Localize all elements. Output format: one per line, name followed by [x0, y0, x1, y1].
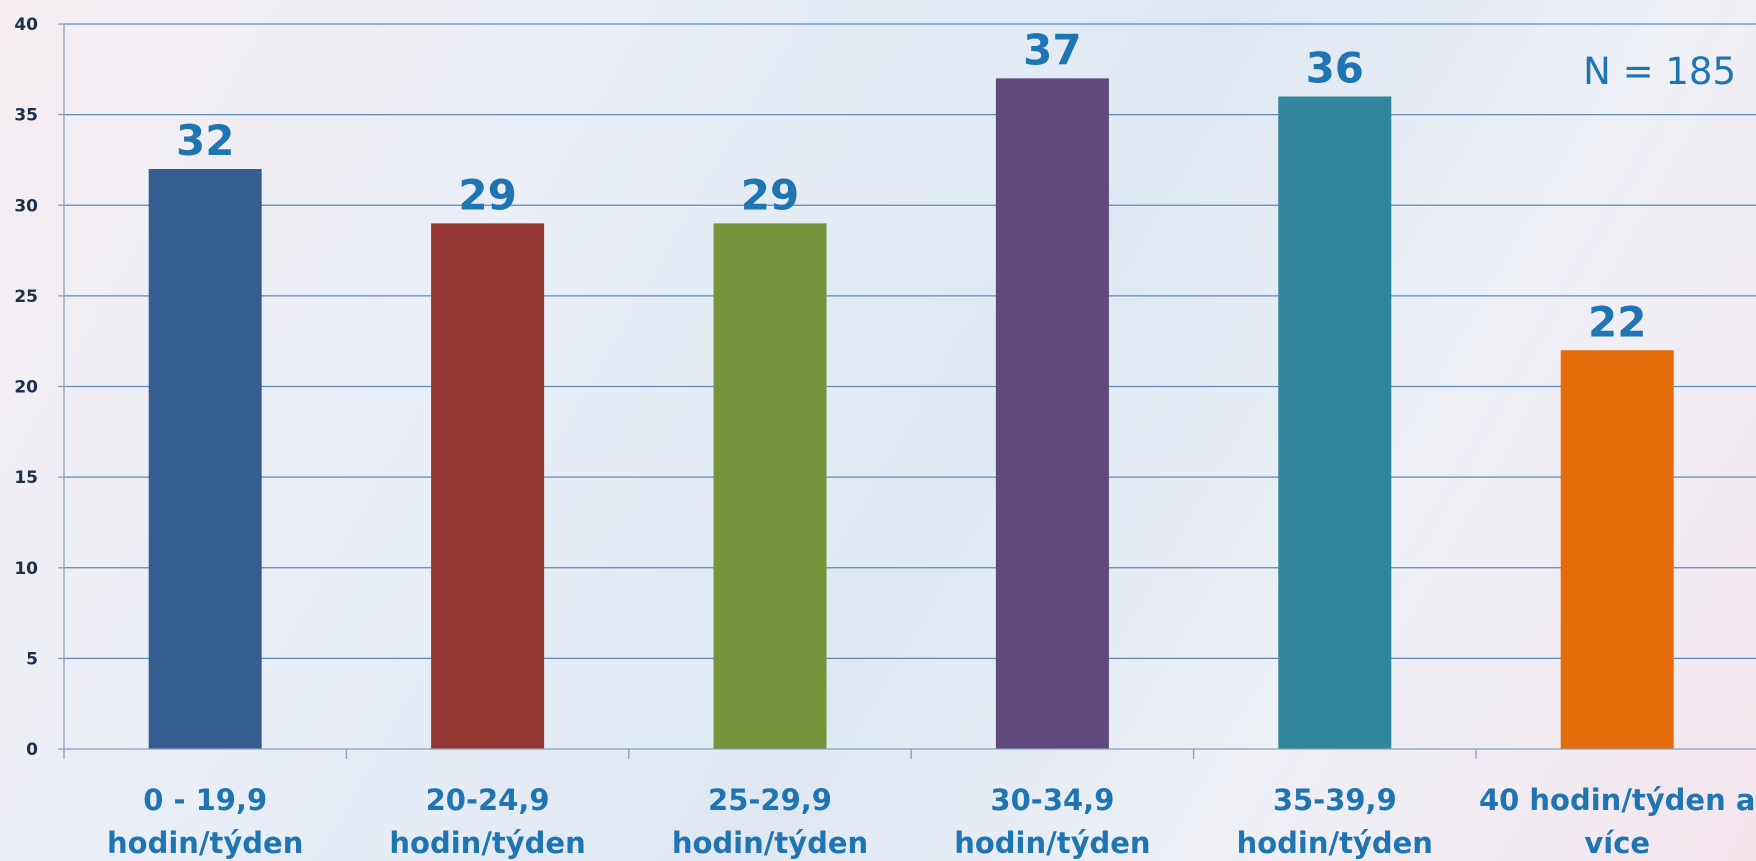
bar: [995, 78, 1109, 749]
y-tick-label: 15: [14, 468, 38, 488]
y-tick-label: 30: [14, 196, 38, 216]
y-tick-label: 10: [14, 559, 38, 579]
data-label: 32: [176, 116, 234, 165]
x-tick-label: hodin/týden: [1237, 826, 1433, 860]
bar: [148, 169, 262, 749]
data-label: 29: [458, 170, 516, 219]
data-labels: 32 29 29 37 36 22: [176, 25, 1646, 346]
x-tick-label: hodin/týden: [672, 826, 868, 860]
bar: [1278, 96, 1392, 749]
y-tick-label: 5: [26, 649, 38, 669]
x-tick-label: 35-39,9: [1273, 783, 1397, 817]
x-tick-label: 20-24,9: [426, 783, 550, 817]
gridlines: [64, 23, 1756, 660]
sample-size-annotation: N = 185: [1583, 50, 1736, 93]
bars: [148, 78, 1674, 749]
y-tick-label: 0: [26, 740, 38, 760]
axes: [58, 23, 1756, 759]
x-tick-label: 0 - 19,9: [143, 783, 267, 817]
x-tick-label: hodin/týden: [107, 826, 303, 860]
x-tick-label: hodin/týden: [954, 826, 1150, 860]
bar: [1560, 350, 1674, 749]
y-tick-labels: 0 5 10 15 20 25 30 35 40: [14, 15, 38, 760]
bar: [713, 223, 827, 749]
x-tick-label: více: [1584, 826, 1650, 860]
y-tick-label: 40: [14, 15, 38, 35]
x-tick-labels: 0 - 19,9 hodin/týden 20-24,9 hodin/týden 25-…: [107, 783, 1755, 860]
data-label: 37: [1023, 25, 1081, 74]
data-label: 29: [741, 170, 799, 219]
x-tick-label: 25-29,9: [708, 783, 832, 817]
y-tick-label: 25: [14, 287, 38, 307]
bar: [431, 223, 545, 749]
y-tick-label: 20: [14, 378, 38, 398]
y-tick-label: 35: [14, 106, 38, 126]
data-label: 36: [1306, 44, 1364, 93]
x-tick-label: 40 hodin/týden a: [1479, 783, 1755, 817]
data-label: 22: [1588, 297, 1646, 346]
x-tick-label: hodin/týden: [389, 826, 585, 860]
x-tick-label: 30-34,9: [990, 783, 1114, 817]
